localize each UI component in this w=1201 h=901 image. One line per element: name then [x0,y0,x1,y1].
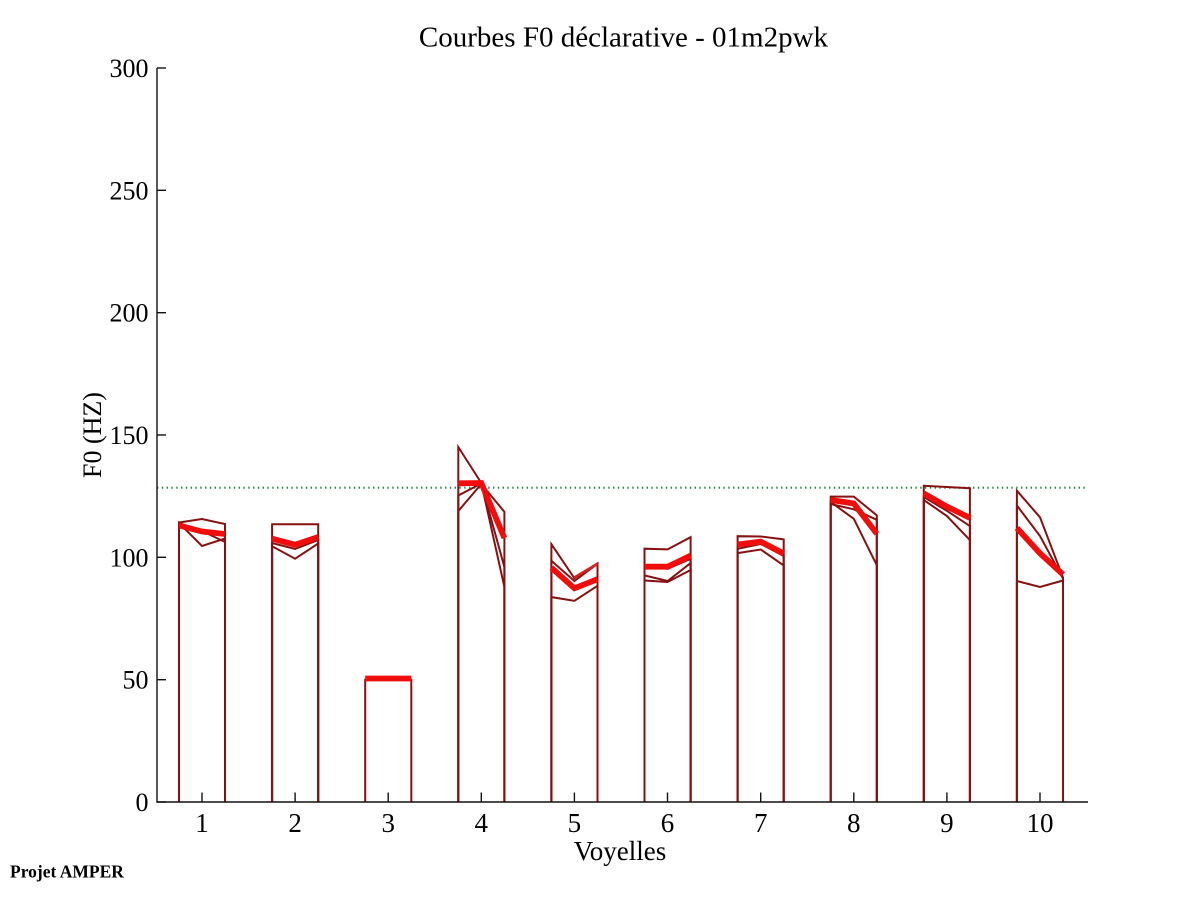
svg-text:300: 300 [110,54,149,83]
svg-text:8: 8 [847,808,861,838]
svg-text:5: 5 [568,808,582,838]
svg-text:150: 150 [110,421,149,450]
svg-text:7: 7 [754,808,768,838]
svg-text:10: 10 [1027,808,1054,838]
svg-text:200: 200 [110,299,149,328]
svg-text:Courbes F0 déclarative - 01m2p: Courbes F0 déclarative - 01m2pwk [419,22,829,54]
svg-text:2: 2 [288,808,302,838]
svg-text:100: 100 [110,543,149,572]
svg-text:Voyelles: Voyelles [574,836,667,866]
svg-text:Projet AMPER: Projet AMPER [10,862,124,882]
svg-text:1: 1 [195,808,209,838]
svg-text:0: 0 [136,788,149,817]
svg-text:3: 3 [381,808,395,838]
svg-text:9: 9 [940,808,954,838]
svg-text:250: 250 [110,176,149,205]
svg-text:6: 6 [661,808,675,838]
svg-text:4: 4 [475,808,489,838]
svg-text:50: 50 [123,666,149,695]
svg-text:F0 (HZ): F0 (HZ) [78,392,107,478]
